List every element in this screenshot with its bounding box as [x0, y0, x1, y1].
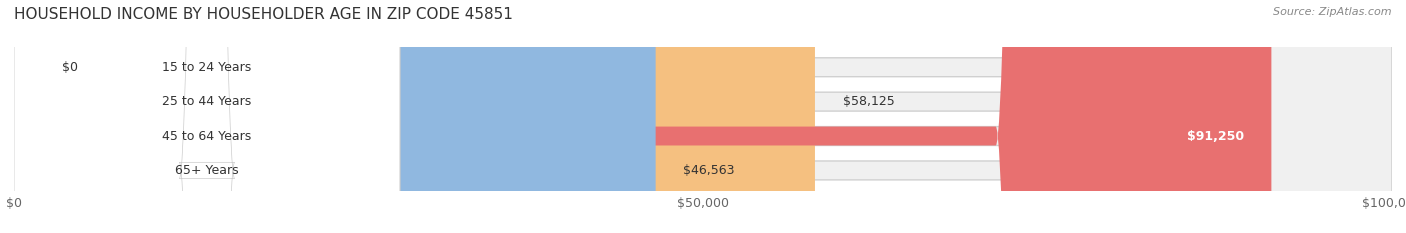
Text: Source: ZipAtlas.com: Source: ZipAtlas.com: [1274, 7, 1392, 17]
FancyBboxPatch shape: [14, 0, 1392, 233]
FancyBboxPatch shape: [14, 0, 399, 233]
FancyBboxPatch shape: [14, 0, 399, 233]
Text: 45 to 64 Years: 45 to 64 Years: [162, 130, 252, 143]
Text: 65+ Years: 65+ Years: [176, 164, 239, 177]
FancyBboxPatch shape: [14, 0, 399, 233]
FancyBboxPatch shape: [14, 0, 1271, 233]
Text: 25 to 44 Years: 25 to 44 Years: [162, 95, 252, 108]
FancyBboxPatch shape: [14, 0, 1392, 233]
Text: $0: $0: [62, 61, 79, 74]
FancyBboxPatch shape: [0, 0, 290, 233]
FancyBboxPatch shape: [14, 0, 815, 233]
Text: $46,563: $46,563: [683, 164, 735, 177]
Text: $58,125: $58,125: [842, 95, 894, 108]
FancyBboxPatch shape: [14, 0, 1392, 233]
Text: $91,250: $91,250: [1187, 130, 1244, 143]
FancyBboxPatch shape: [14, 0, 655, 233]
Text: 15 to 24 Years: 15 to 24 Years: [162, 61, 252, 74]
FancyBboxPatch shape: [14, 0, 1392, 233]
FancyBboxPatch shape: [14, 0, 399, 233]
Text: HOUSEHOLD INCOME BY HOUSEHOLDER AGE IN ZIP CODE 45851: HOUSEHOLD INCOME BY HOUSEHOLDER AGE IN Z…: [14, 7, 513, 22]
